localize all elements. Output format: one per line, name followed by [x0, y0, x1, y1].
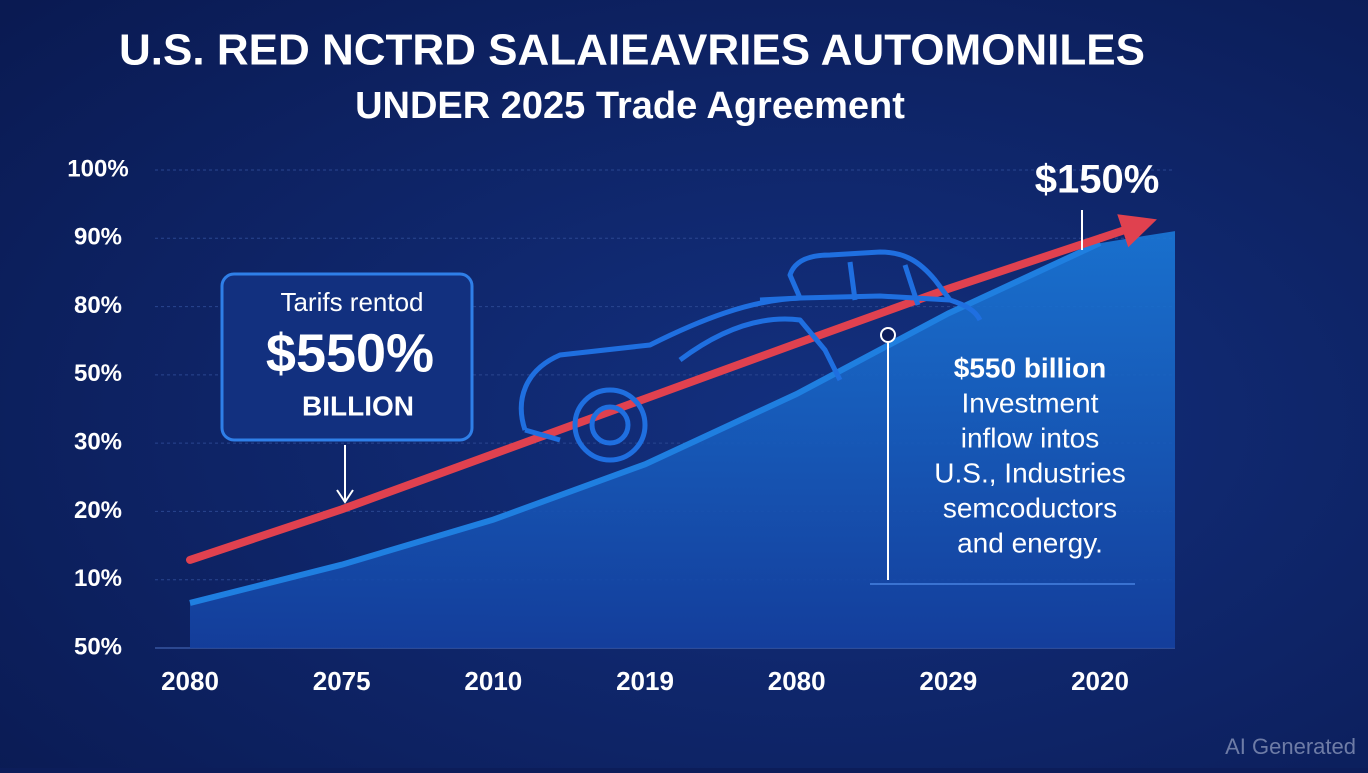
y-tick-label: 90% [74, 224, 122, 251]
x-tick-label: 2075 [313, 666, 371, 696]
annotation-box [220, 272, 474, 442]
pointer-arrow [336, 445, 354, 504]
note-line: U.S., Industries [934, 457, 1125, 488]
peak-label: $150% [1035, 158, 1160, 202]
note-line: and energy. [957, 527, 1103, 558]
y-tick-label: 80% [74, 292, 122, 319]
y-tick-label: 50% [74, 633, 122, 660]
note-line: inflow intos [961, 422, 1100, 453]
x-tick-label: 2080 [161, 666, 219, 696]
y-tick-label: 10% [74, 565, 122, 592]
box-line: BILLION [302, 390, 414, 421]
arrow-head [1117, 214, 1157, 248]
y-tick-label: 30% [74, 428, 122, 455]
area-line [189, 240, 1102, 606]
note-dot [880, 327, 896, 343]
chart-title: U.S. RED NCTRD SALAIEAVRIES AUTOMONILES [119, 26, 1145, 75]
x-tick-label: 2029 [919, 666, 977, 696]
box-line: $550% [266, 323, 434, 383]
x-tick-label: 2020 [1071, 666, 1129, 696]
watermark: AI Generated [1225, 734, 1356, 759]
note-line: $550 billion [954, 352, 1107, 383]
x-tick-label: 2019 [616, 666, 674, 696]
trend-line [186, 234, 1104, 564]
x-tick-label: 2010 [464, 666, 522, 696]
y-tick-label: 100% [67, 155, 128, 182]
car-outline [518, 249, 983, 463]
y-tick-label: 20% [74, 497, 122, 524]
note-line: Investment [962, 387, 1099, 418]
area [190, 231, 1175, 648]
chart-subtitle: UNDER 2025 Trade Agreement [355, 85, 905, 127]
note: $550 billion Investment inflow intos U.S., … [934, 352, 1125, 558]
box-line: Tarifs rentod [280, 287, 423, 317]
note-line: semcoductors [943, 492, 1117, 523]
y-tick-label: 50% [74, 360, 122, 387]
x-tick-label: 2080 [768, 666, 826, 696]
